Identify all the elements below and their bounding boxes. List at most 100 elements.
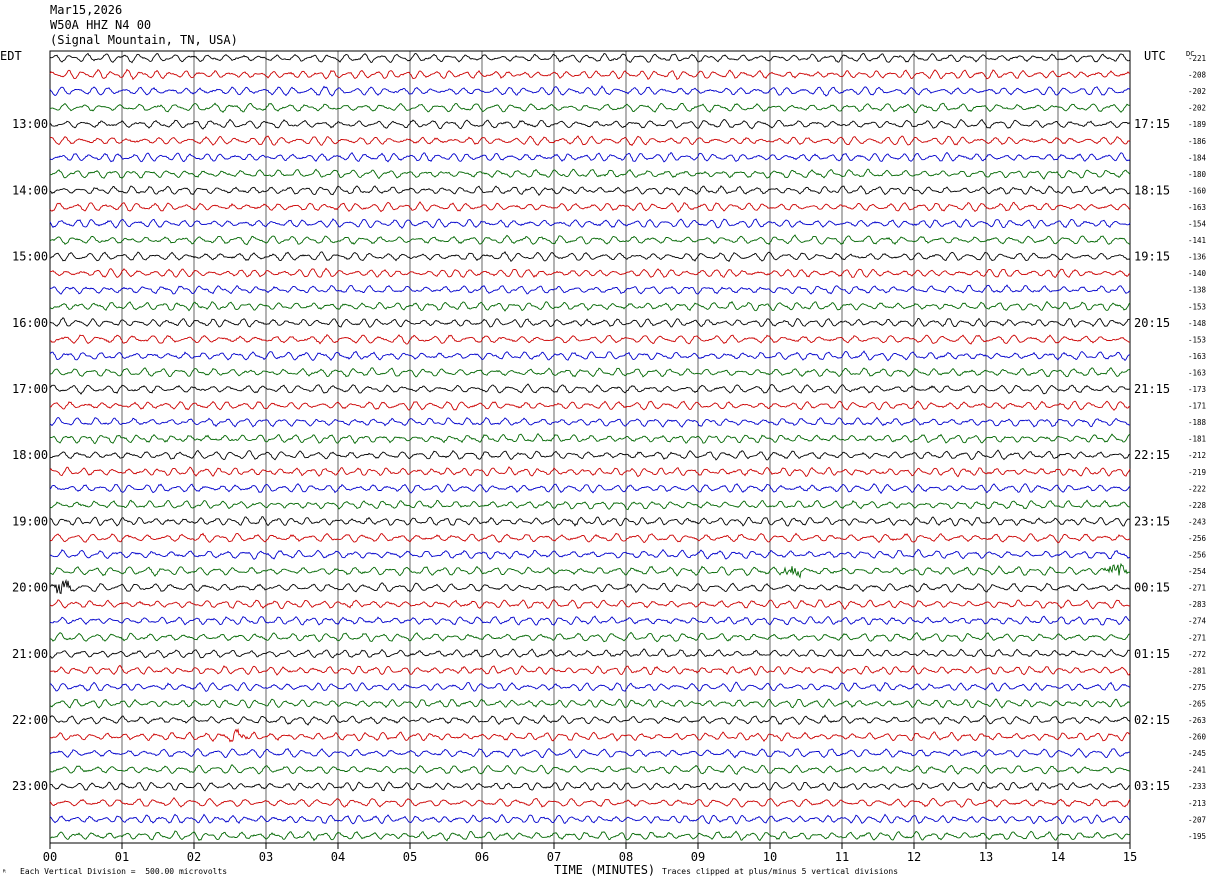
- right-hour-label: 19:15: [1134, 250, 1170, 264]
- trace-line: [49, 300, 1131, 312]
- dc-offset-label: -181: [1188, 435, 1206, 444]
- dc-offset-label: -138: [1188, 286, 1207, 295]
- dc-offset-label: -275: [1188, 683, 1206, 692]
- dc-offset-label: -212: [1188, 451, 1206, 460]
- scale-note: Each Vertical Division = 500.00 microvol…: [20, 867, 228, 876]
- left-hour-label: 23:00: [12, 779, 48, 793]
- station-code: W50A HHZ N4 00: [50, 18, 152, 32]
- dc-offset-label: -180: [1188, 170, 1207, 179]
- dc-offset-label: -271: [1188, 584, 1206, 593]
- dc-offset-label: -256: [1188, 551, 1207, 560]
- trace-line: [49, 400, 1131, 411]
- left-hour-label: 19:00: [12, 514, 48, 528]
- dc-offset-label: -260: [1188, 733, 1207, 742]
- trace-line: [49, 416, 1131, 428]
- trace-line: [49, 698, 1131, 709]
- x-tick-label: 13: [979, 850, 993, 864]
- dc-offset-label: -188: [1188, 418, 1207, 427]
- x-tick-label: 14: [1051, 850, 1065, 864]
- trace-line: [49, 648, 1131, 659]
- dc-offset-label: -221: [1188, 54, 1206, 63]
- trace-line: [49, 813, 1131, 825]
- right-hour-label: 17:15: [1134, 117, 1170, 131]
- dc-offset-label: -154: [1188, 220, 1207, 229]
- trace-line: [49, 781, 1131, 792]
- dc-offset-label: -202: [1188, 104, 1206, 113]
- trace-line: [49, 85, 1131, 97]
- dc-offset-label: -272: [1188, 650, 1206, 659]
- right-hour-label: 21:15: [1134, 382, 1170, 396]
- trace-line: [49, 432, 1131, 445]
- trace-line: [49, 201, 1131, 213]
- dc-offset-label: -163: [1188, 352, 1206, 361]
- dc-offset-label: -184: [1188, 153, 1207, 162]
- trace-line: [49, 578, 1131, 595]
- dc-offset-label: -163: [1188, 203, 1206, 212]
- x-tick-label: 12: [907, 850, 921, 864]
- trace-line: [49, 168, 1131, 180]
- dc-offset-label: -213: [1188, 799, 1206, 808]
- dc-offset-label: -256: [1188, 534, 1207, 543]
- dc-offset-label: -173: [1188, 385, 1206, 394]
- left-hour-label: 20:00: [12, 581, 48, 595]
- dc-offset-label: -241: [1188, 766, 1206, 775]
- dc-offset-label: -274: [1188, 617, 1207, 626]
- dc-offset-label: -160: [1188, 186, 1207, 195]
- right-axis-title: UTC: [1144, 49, 1166, 63]
- trace-line: [49, 317, 1130, 328]
- dc-offset-label: -141: [1188, 236, 1206, 245]
- plot-frame: [49, 50, 1131, 844]
- origin-mark: ᴿ: [2, 868, 7, 877]
- dc-offset-label: -233: [1188, 782, 1206, 791]
- trace-line: [49, 516, 1131, 527]
- right-hour-label: 18:15: [1134, 183, 1170, 197]
- right-hour-label: 01:15: [1134, 647, 1170, 661]
- station-location: (Signal Mountain, TN, USA): [50, 33, 238, 47]
- x-tick-label: 04: [331, 850, 345, 864]
- dc-offset-label: -263: [1188, 716, 1206, 725]
- right-hour-label: 23:15: [1134, 514, 1170, 528]
- left-hour-label: 22:00: [12, 713, 48, 727]
- x-tick-label: 11: [835, 850, 849, 864]
- trace-line: [49, 333, 1131, 345]
- left-hour-label: 17:00: [12, 382, 48, 396]
- trace-line: [49, 383, 1131, 395]
- trace-line: [49, 449, 1131, 461]
- trace-line: [49, 234, 1131, 246]
- left-hour-label: 16:00: [12, 316, 48, 330]
- trace-line: [49, 218, 1131, 229]
- trace-line: [49, 599, 1131, 610]
- trace-line: [49, 562, 1131, 579]
- trace-line: [49, 764, 1131, 776]
- x-tick-label: 01: [115, 850, 129, 864]
- left-hour-label: 14:00: [12, 183, 48, 197]
- x-tick-label: 05: [403, 850, 417, 864]
- trace-line: [49, 727, 1131, 743]
- x-tick-label: 02: [187, 850, 201, 864]
- dc-offset-label: -243: [1188, 517, 1206, 526]
- x-tick-label: 07: [547, 850, 561, 864]
- dc-offset-label: -265: [1188, 699, 1206, 708]
- trace-line: [49, 52, 1131, 64]
- right-hour-label: 02:15: [1134, 713, 1170, 727]
- right-hour-label: 20:15: [1134, 316, 1170, 330]
- dc-offset-label: -219: [1188, 468, 1206, 477]
- x-tick-label: 15: [1123, 850, 1137, 864]
- left-axis-title: EDT: [0, 49, 22, 63]
- trace-line: [49, 185, 1131, 196]
- dc-offset-label: -202: [1188, 87, 1206, 96]
- dc-offset-label: -189: [1188, 120, 1206, 129]
- trace-line: [49, 284, 1131, 295]
- right-hour-label: 00:15: [1134, 581, 1170, 595]
- trace-line: [49, 714, 1131, 726]
- trace-line: [49, 830, 1131, 842]
- left-hour-label: 13:00: [12, 117, 48, 131]
- clip-note: Traces clipped at plus/minus 5 vertical …: [662, 867, 899, 876]
- record-date: Mar15,2026: [50, 3, 123, 17]
- trace-line: [49, 267, 1131, 279]
- dc-offset-label: -153: [1188, 302, 1206, 311]
- trace-line: [49, 367, 1131, 378]
- trace-line: [49, 135, 1131, 147]
- dc-offset-label: -153: [1188, 335, 1206, 344]
- trace-line: [49, 631, 1131, 643]
